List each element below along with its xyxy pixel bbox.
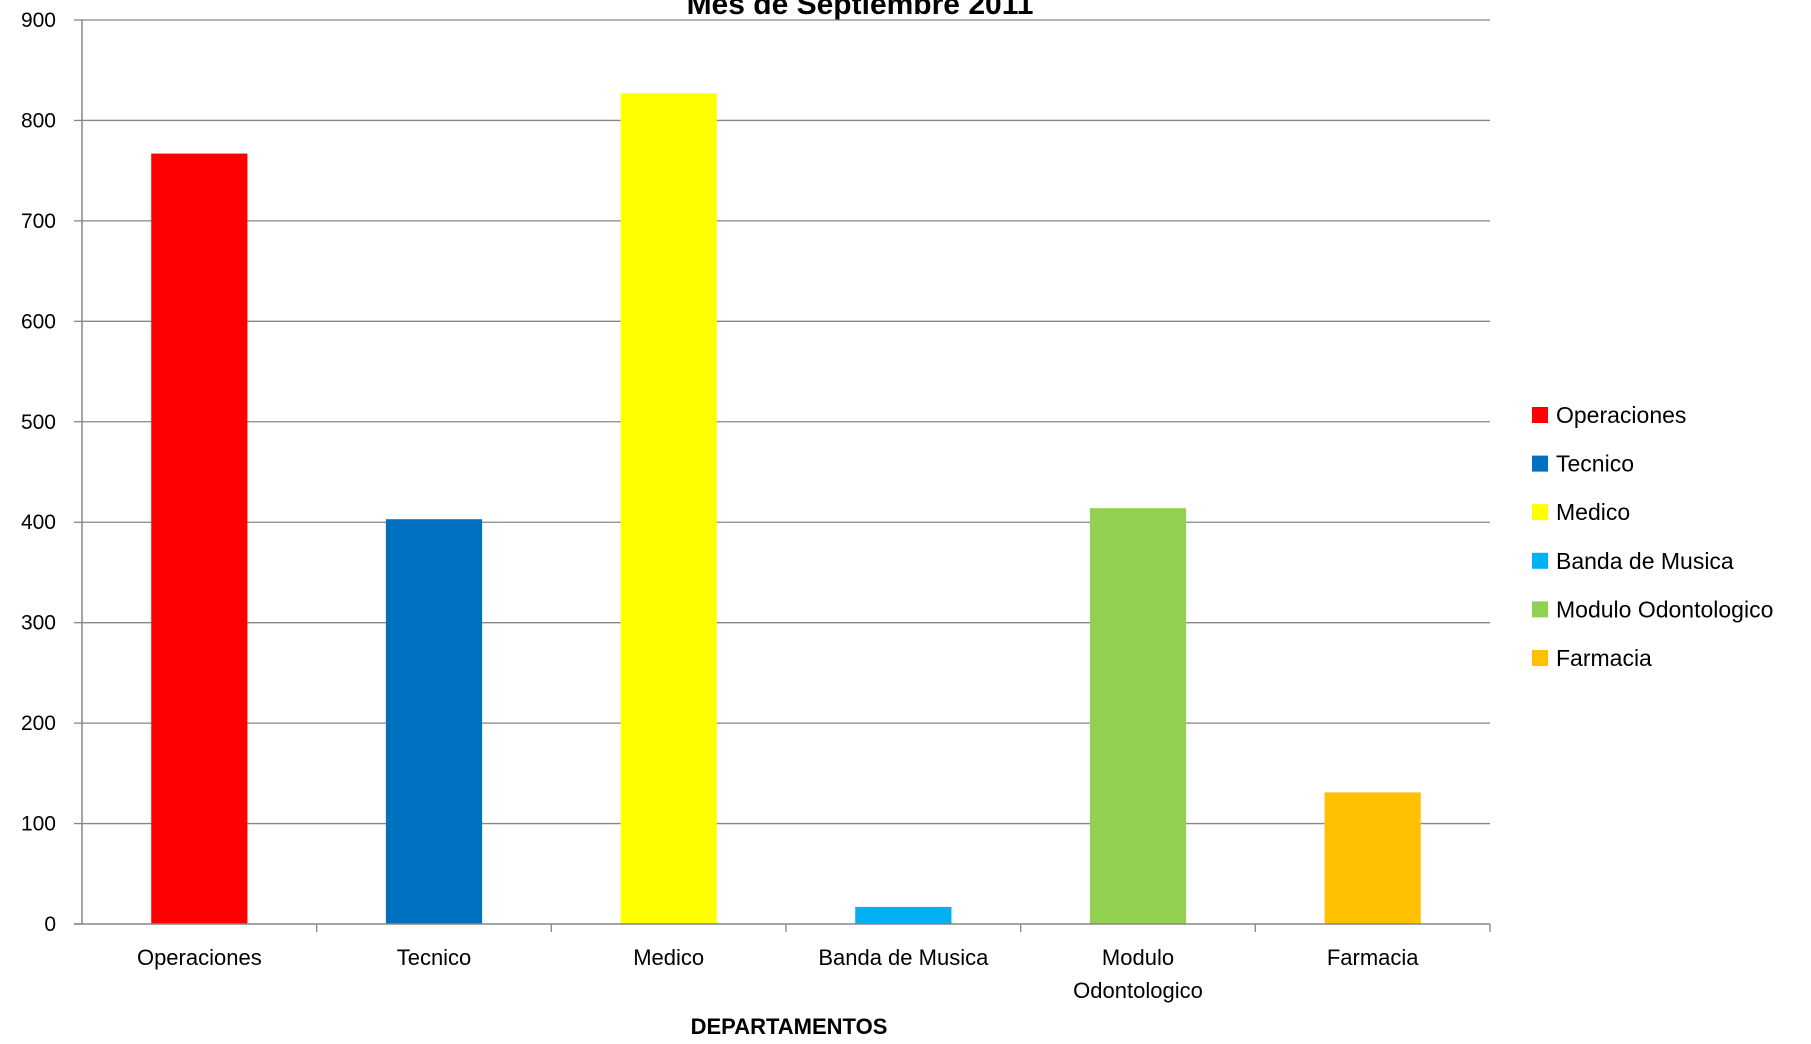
y-tick-label: 300 [21,612,56,635]
x-axis-title: DEPARTAMENTOS [691,1014,888,1039]
x-category-label: Modulo [1102,945,1174,970]
y-axis-tick-labels: 0 100 200 300 400 500 600 700 800 900 [21,9,56,936]
y-tick-label: 0 [44,913,56,936]
legend-label: Tecnico [1556,451,1634,477]
legend-label: Operaciones [1556,402,1686,428]
bars [151,93,1421,924]
x-category-label: Banda de Musica [818,945,989,970]
legend-swatch [1532,601,1548,618]
chart-title: Mes de Septiembre 2011 [687,0,1034,21]
gridlines [74,19,1490,925]
x-category-label: Odontologico [1073,978,1203,1003]
legend-swatch [1532,504,1548,521]
x-category-label: Operaciones [137,945,262,970]
y-tick-label: 700 [21,210,56,233]
legend-swatch [1532,552,1548,569]
y-tick-label: 400 [21,511,56,534]
bar-4 [855,906,952,924]
legend-label: Farmacia [1556,645,1652,671]
x-category-label: Medico [633,945,704,970]
legend-label: Modulo Odontologico [1556,596,1773,622]
y-tick-label: 900 [21,9,56,32]
y-tick-label: 200 [21,712,56,735]
legend-swatch [1532,650,1548,666]
x-category-label: Farmacia [1327,945,1419,970]
legend-swatch [1532,407,1548,423]
legend-label: Medico [1556,499,1630,525]
y-tick-label: 600 [21,310,56,333]
x-category-label: Tecnico [397,945,472,970]
y-tick-label: 100 [21,813,56,836]
legend-label: Banda de Musica [1556,548,1734,574]
bar-1 [151,153,248,924]
axes [74,20,1490,925]
y-tick-label: 800 [21,109,56,132]
bar-3 [620,93,717,924]
bar-5 [1089,508,1187,924]
bar-2 [385,519,483,924]
legend: Operaciones Tecnico Medico Banda de Musica M… [1532,402,1773,671]
y-tick-label: 500 [21,411,56,434]
legend-swatch [1532,455,1548,472]
bar-6 [1324,792,1421,924]
x-axis-category-labels: Operaciones Tecnico Medico Banda de Musica M… [137,924,1491,1003]
